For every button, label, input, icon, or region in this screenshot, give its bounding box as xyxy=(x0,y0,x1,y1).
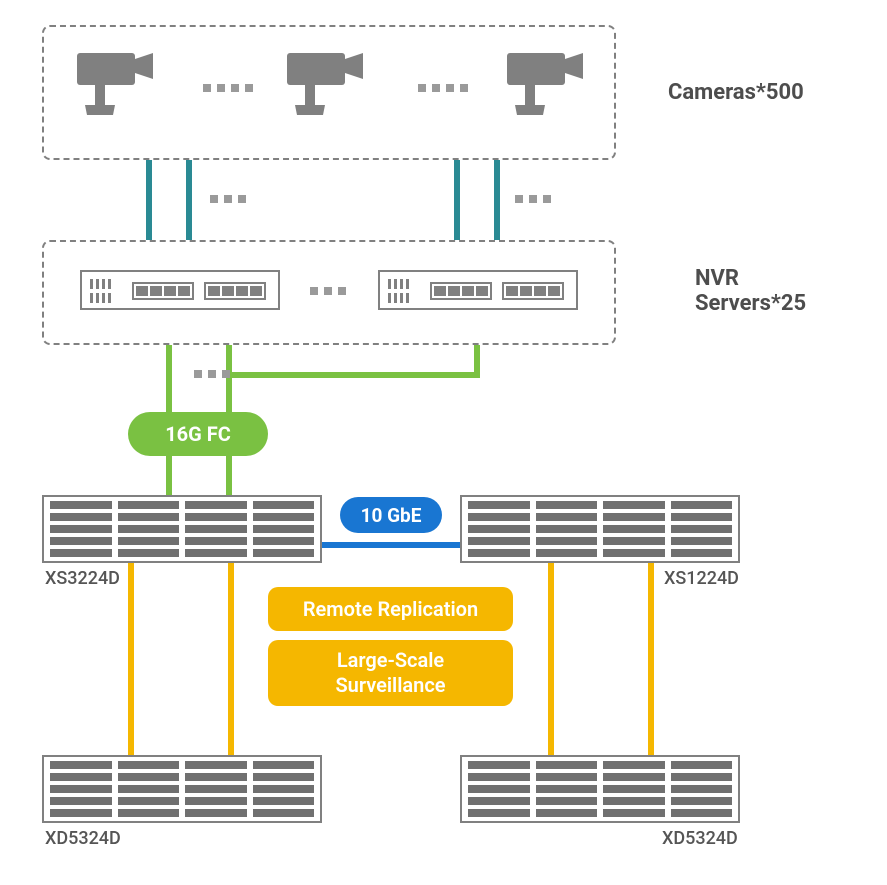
link-teal xyxy=(494,160,500,240)
ellipsis-icon xyxy=(515,195,551,203)
link-orange xyxy=(548,563,554,755)
storage-xs3224d xyxy=(42,495,322,563)
nvr-label: NVR Servers*25 xyxy=(695,266,835,316)
storage-xs1224d xyxy=(460,495,740,563)
link-teal xyxy=(186,160,192,240)
storage-xd5324d-left xyxy=(42,755,322,823)
storage-xd5324d-right xyxy=(460,755,740,823)
nvr-server-icon xyxy=(80,270,280,310)
ellipsis-icon xyxy=(418,84,468,92)
xd5324d-left-label: XD5324D xyxy=(45,828,121,849)
camera-icon xyxy=(495,45,595,125)
link-orange xyxy=(648,563,654,755)
link-green xyxy=(232,372,480,378)
gbe-pill: 10 GbE xyxy=(340,497,442,533)
replication-pill: Remote Replication xyxy=(268,587,513,631)
ellipsis-icon xyxy=(194,370,230,378)
xs3224d-label: XS3224D xyxy=(45,568,120,589)
xd5324d-right-label: XD5324D xyxy=(662,828,738,849)
cameras-label: Cameras*500 xyxy=(668,80,804,105)
nvr-server-icon xyxy=(378,270,578,310)
link-blue xyxy=(322,542,460,548)
ellipsis-icon xyxy=(210,195,246,203)
diagram-canvas: Cameras*500 NVR Servers*25 16G FC XS3224… xyxy=(0,0,887,885)
ellipsis-icon xyxy=(310,287,346,295)
link-orange xyxy=(228,563,234,755)
fc-pill: 16G FC xyxy=(128,412,268,456)
link-teal xyxy=(146,160,152,240)
camera-icon xyxy=(275,45,375,125)
xs1224d-label: XS1224D xyxy=(664,568,739,589)
link-orange xyxy=(128,563,134,755)
surveillance-pill: Large-Scale Surveillance xyxy=(268,640,513,706)
ellipsis-icon xyxy=(203,84,253,92)
link-teal xyxy=(454,160,460,240)
camera-icon xyxy=(65,45,165,125)
